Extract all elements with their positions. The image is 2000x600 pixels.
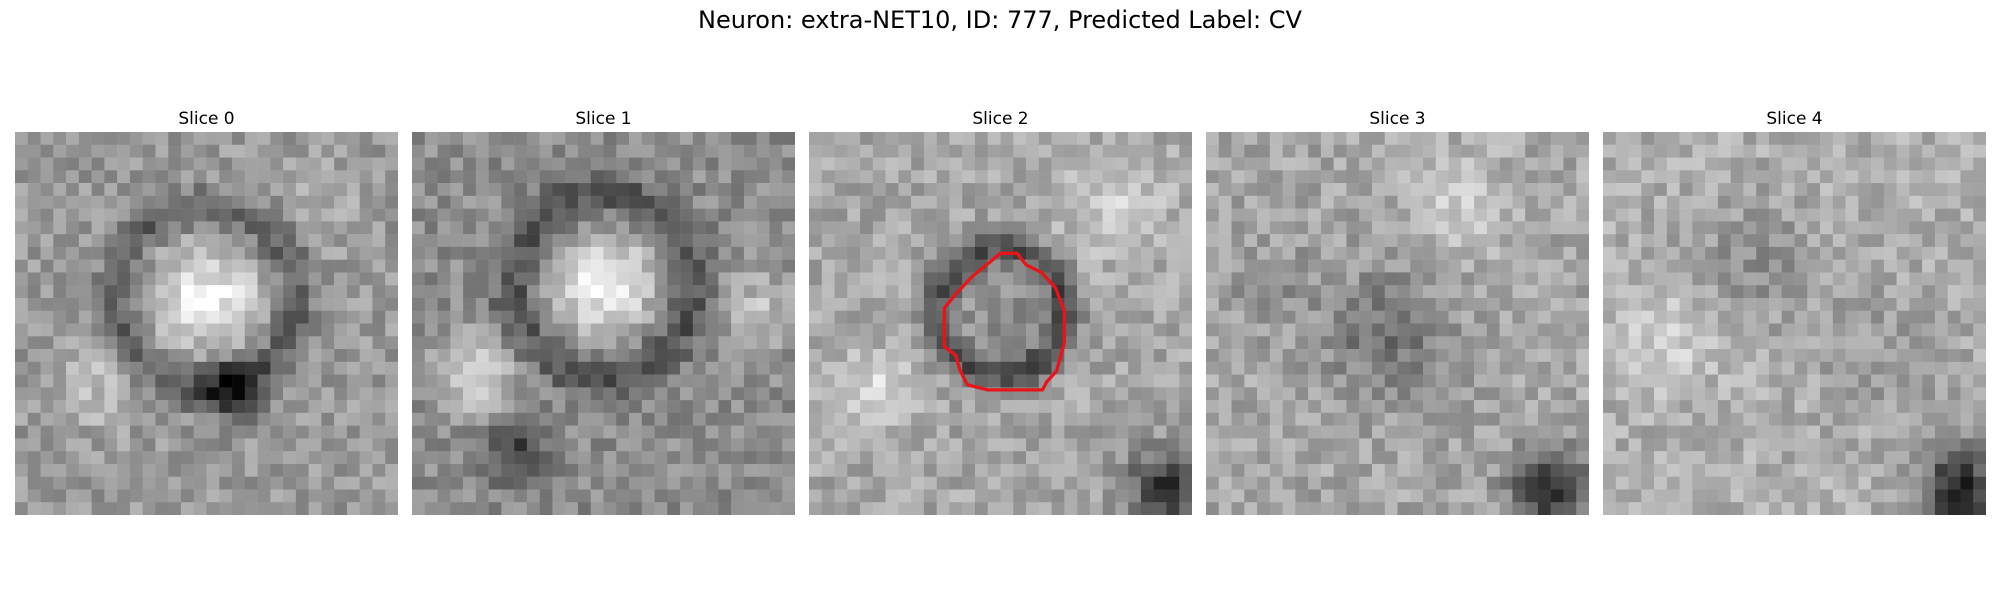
slice-title-2: Slice 2 xyxy=(972,109,1029,129)
figure-title: Neuron: extra-NET10, ID: 777, Predicted … xyxy=(698,6,1302,34)
slice-panel-4: Slice 4 xyxy=(1603,106,1986,515)
roi-contour xyxy=(942,251,1066,392)
slice-panel-2: Slice 2 xyxy=(809,106,1192,515)
slice-title-0: Slice 0 xyxy=(178,109,235,129)
slice-image-4 xyxy=(1603,132,1986,515)
slice-title-4: Slice 4 xyxy=(1766,109,1823,129)
slice-image-2 xyxy=(809,132,1192,515)
slice-image-1 xyxy=(412,132,795,515)
slice-panel-1: Slice 1 xyxy=(412,106,795,515)
slice-panel-0: Slice 0 xyxy=(15,106,398,515)
slice-image-3 xyxy=(1206,132,1589,515)
slice-image-0 xyxy=(15,132,398,515)
slice-title-1: Slice 1 xyxy=(575,109,632,129)
slice-panel-3: Slice 3 xyxy=(1206,106,1589,515)
slice-title-3: Slice 3 xyxy=(1369,109,1426,129)
